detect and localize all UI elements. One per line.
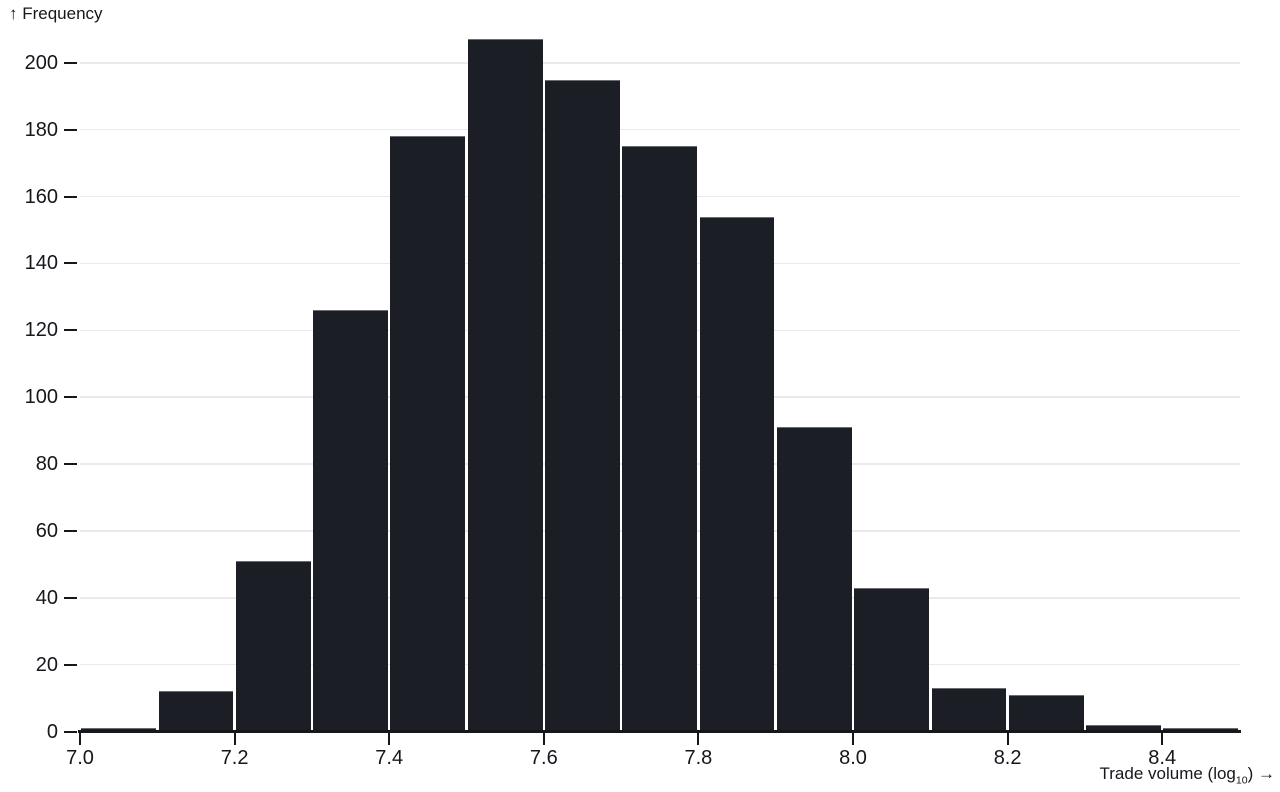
histogram-bar — [390, 136, 466, 732]
x-tick-mark — [852, 733, 854, 745]
histogram-bar — [158, 691, 234, 732]
x-tick-mark — [542, 733, 545, 745]
y-tick-label: 60 — [35, 519, 58, 542]
y-tick-mark — [64, 596, 77, 599]
x-tick-label: 7.2 — [220, 747, 249, 769]
y-tick-label: 200 — [24, 51, 58, 74]
y-axis-title: ↑ Frequency — [9, 4, 103, 23]
y-tick-mark — [64, 61, 77, 64]
x-tick-mark — [697, 733, 700, 745]
histogram-bar — [854, 587, 930, 732]
x-tick-mark — [233, 733, 236, 745]
y-tick-label: 140 — [24, 252, 58, 275]
y-tick-label: 80 — [35, 453, 58, 476]
histogram-bar — [1086, 724, 1161, 732]
x-tick-label: 7.8 — [684, 747, 713, 769]
histogram-bar — [313, 310, 388, 732]
histogram-bar — [467, 39, 543, 732]
y-tick-label: 160 — [24, 185, 58, 208]
y-tick-mark — [64, 128, 77, 131]
x-tick-mark — [388, 733, 391, 745]
y-tick-label: 100 — [24, 386, 58, 409]
y-tick-mark — [64, 329, 77, 332]
histogram-bar — [1008, 694, 1084, 732]
y-tick-mark — [64, 396, 77, 399]
x-tick-mark — [1006, 733, 1009, 745]
histogram-bar — [699, 216, 775, 732]
x-axis-title-text: Trade volume (log — [1099, 764, 1236, 783]
histogram-bar — [235, 560, 311, 732]
y-tick-label: 40 — [35, 586, 58, 609]
y-tick-mark — [64, 730, 77, 733]
x-tick-mark — [1161, 733, 1164, 745]
histogram-bar — [545, 79, 620, 732]
y-tick-label: 0 — [46, 720, 58, 743]
gridline — [80, 128, 1240, 131]
y-tick-label: 180 — [24, 118, 58, 141]
x-tick-label: 7.4 — [375, 747, 404, 769]
x-axis-title-subscript: 10 — [1235, 774, 1248, 787]
x-axis-line — [78, 730, 1241, 733]
x-tick-label: 8.2 — [993, 747, 1022, 769]
x-tick-label: 8.0 — [839, 747, 867, 769]
histogram-bar — [1163, 728, 1239, 732]
y-tick-mark — [64, 195, 77, 198]
histogram-bar — [622, 146, 698, 732]
x-tick-mark — [79, 733, 81, 745]
y-tick-label: 20 — [35, 653, 58, 676]
histogram-bar — [81, 728, 157, 732]
x-axis-title-arrow: ) → — [1247, 764, 1275, 783]
x-axis-title: Trade volume (log10) → — [1100, 763, 1275, 791]
x-tick-label: 7.6 — [529, 747, 558, 769]
x-tick-label: 8.4 — [1148, 747, 1177, 769]
gridline — [80, 62, 1240, 64]
histogram-bar — [776, 427, 852, 732]
y-tick-mark — [64, 463, 77, 466]
y-tick-label: 120 — [24, 319, 58, 342]
x-tick-label: 7.0 — [66, 747, 94, 769]
histogram-bar — [931, 688, 1007, 732]
y-tick-mark — [64, 663, 77, 666]
y-tick-mark — [64, 529, 77, 532]
y-tick-mark — [64, 262, 77, 265]
